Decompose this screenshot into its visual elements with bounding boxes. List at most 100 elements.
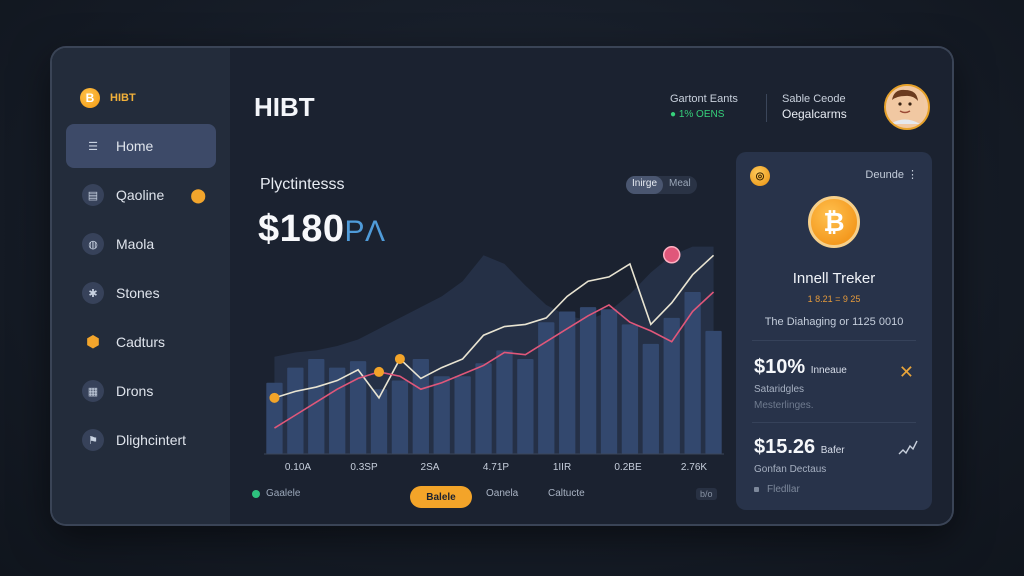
bar (705, 330, 722, 454)
bar (684, 292, 701, 454)
bar (496, 350, 513, 454)
tracker-description: The Diahaging or 1125 0010 (764, 316, 904, 328)
stat-label: Gonfan Dectaus (754, 464, 827, 475)
globe-icon: ◍ (82, 233, 104, 255)
sidebar-item-label: Qaoline (116, 187, 165, 203)
brand[interactable]: B HIBT (80, 88, 136, 108)
bar (475, 363, 492, 454)
status-dot-icon (252, 489, 260, 498)
primary-footer-button[interactable]: Balele (410, 486, 472, 508)
sidebar-item-label: Maola (116, 236, 155, 252)
sidebar-item-label: Stones (116, 285, 160, 301)
stat-value: $10% Inneaue (754, 356, 847, 379)
avatar[interactable] (884, 84, 930, 130)
app-window: B HIBT ☰ Home ▤ Qaoline ⬤ ◍ Maola ✱ Ston… (52, 48, 952, 524)
tracker-name: Innell Treker (792, 270, 876, 287)
x-tick-label: 0.10A (284, 462, 312, 473)
chart-title: Plyctintesss (260, 176, 345, 193)
stat-label: Sataridgles (754, 384, 805, 395)
footer-link-2[interactable]: Caltucte (548, 488, 585, 499)
header-stat-group: Gartont Eants ● 1% OENS (670, 92, 738, 122)
tracker-subtitle: 1 8.21 = 9 25 (807, 294, 861, 304)
bar (412, 358, 429, 454)
bar (621, 324, 639, 454)
sparkline-icon (898, 440, 918, 455)
header-stat-label: Gartont Eants (670, 93, 738, 105)
x-tick-label: 0.2BE (614, 462, 642, 473)
bar (559, 311, 576, 454)
bar (538, 322, 555, 454)
bitcoin-icon: B (80, 88, 100, 108)
sidebar-item-label: Drons (116, 383, 154, 399)
document-icon: ▤ (82, 184, 104, 206)
sidebar-item-maola[interactable]: ◍ Maola (66, 222, 216, 266)
bar (517, 358, 534, 454)
price-marker (394, 353, 405, 364)
gear-icon: ✱ (82, 282, 104, 304)
tracker-panel: ◎ Deunde ⋮ ₿ Innell Treker 1 8.21 = 9 25… (736, 152, 932, 510)
header-account-name: Oegalcarms (782, 107, 847, 121)
price-chart[interactable] (264, 218, 724, 458)
toggle-option-meal[interactable]: Meal (669, 178, 691, 189)
panel-menu[interactable]: Deunde ⋮ (865, 169, 918, 181)
bar (308, 358, 325, 454)
chart-view-toggle: Inirge Meal (626, 176, 697, 194)
footer-badge[interactable]: b/o (696, 488, 717, 500)
x-tick-label: 1IIR (552, 462, 572, 473)
stat-value: $15.26 Bafer (754, 436, 845, 459)
bar (600, 309, 618, 454)
price-unit: PΛ (344, 215, 386, 248)
x-axis-labels: 0.10A 0.3SP 2SA 4.71P 1IIR 0.2BE 2.76K (264, 462, 714, 476)
sidebar-item-home[interactable]: ☰ Home (66, 124, 216, 168)
x-tick-label: 4.71P (482, 462, 510, 473)
x-tick-label: 2SA (420, 462, 440, 473)
price-value: $180 (258, 208, 345, 250)
footer-link-1[interactable]: Oanela (486, 488, 519, 499)
stat-amount: $15.26 (754, 436, 816, 458)
x-tick-label: 0.3SP (350, 462, 378, 473)
coin-icon: ◎ (750, 166, 770, 186)
brand-label: HIBT (110, 92, 136, 104)
chart-price: $180PΛ (258, 208, 386, 251)
divider (752, 340, 916, 341)
bar (329, 367, 346, 454)
stat-amount: $10% (754, 356, 806, 378)
sidebar-item-stones[interactable]: ✱ Stones (66, 271, 216, 315)
bullet-icon (754, 487, 759, 492)
location-pin-icon: ⬤ (190, 187, 206, 203)
volume-line (274, 291, 715, 429)
bar (370, 389, 388, 454)
alert-marker (662, 246, 681, 264)
sidebar-item-label: Home (116, 138, 154, 154)
bar (287, 367, 304, 454)
sidebar-item-drons[interactable]: ▦ Drons (66, 369, 216, 413)
price-line (274, 254, 715, 400)
bar (579, 307, 597, 454)
menu-lines-icon: ☰ (88, 140, 98, 153)
status-indicator: Gaalele (252, 488, 300, 499)
page-title: HIBT (254, 92, 315, 122)
grid-icon: ▦ (82, 380, 104, 402)
sidebar-nav: ☰ Home ▤ Qaoline ⬤ ◍ Maola ✱ Stones ⬢ Ca… (66, 124, 216, 467)
flag-icon: ⚑ (82, 429, 104, 451)
sidebar-item-label: Cadturs (116, 334, 166, 350)
stat-sublabel: Fledllar (767, 484, 800, 495)
header-account-group[interactable]: Sable Ceode Oegalcarms (782, 92, 847, 122)
volume-marker (374, 366, 384, 377)
shield-icon: ⬢ (86, 334, 100, 351)
main-content: HIBT Gartont Eants ● 1% OENS Sable Ceode… (230, 48, 952, 524)
header-account-label: Sable Ceode (782, 93, 846, 105)
bar (454, 376, 471, 454)
toggle-option-image[interactable]: Inirge (626, 176, 664, 194)
close-icon[interactable]: ✕ (898, 362, 914, 382)
sidebar-item-qaoline[interactable]: ▤ Qaoline ⬤ (66, 173, 216, 217)
sidebar-item-dlighcintert[interactable]: ⚑ Dlighcintert (66, 418, 216, 462)
bar (663, 317, 680, 454)
bar (391, 380, 409, 454)
stat-sublabel: Mesterlinges. (754, 400, 814, 411)
stat-bullet-item: Fledllar (754, 484, 800, 495)
bar (433, 376, 450, 454)
x-tick-label: 2.76K (680, 462, 708, 473)
sidebar-item-cadturs[interactable]: ⬢ Cadturs (66, 320, 216, 364)
stat-tag: Bafer (820, 445, 845, 456)
